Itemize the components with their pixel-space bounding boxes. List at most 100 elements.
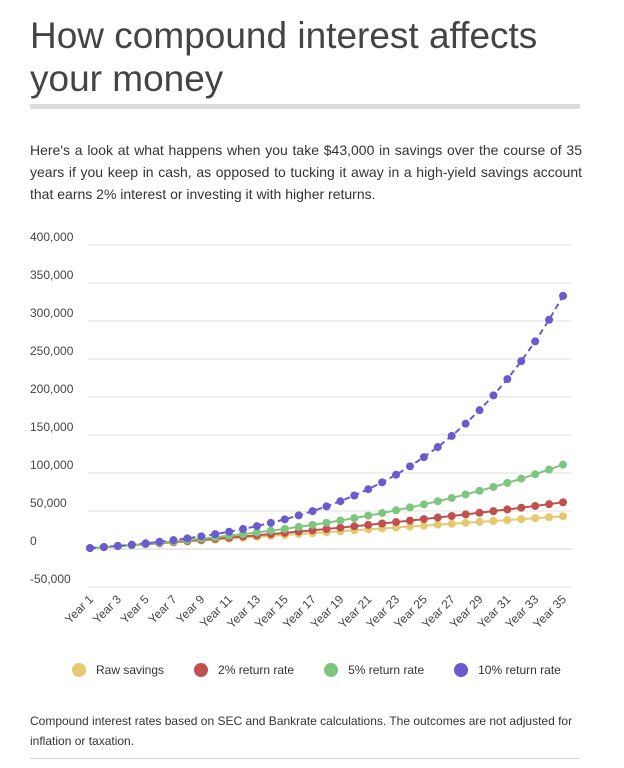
data-point[interactable] <box>294 511 303 520</box>
data-point[interactable] <box>419 521 428 530</box>
data-point[interactable] <box>322 518 331 527</box>
data-point[interactable] <box>378 478 387 487</box>
data-point[interactable] <box>517 503 526 512</box>
data-point[interactable] <box>545 513 554 522</box>
data-point[interactable] <box>559 291 567 300</box>
data-point[interactable] <box>461 490 470 499</box>
data-point[interactable] <box>461 419 470 428</box>
data-point[interactable] <box>266 526 275 535</box>
data-point[interactable] <box>322 502 331 511</box>
data-point[interactable] <box>433 520 442 529</box>
data-point[interactable] <box>308 520 317 529</box>
data-point[interactable] <box>489 391 498 400</box>
data-point[interactable] <box>531 337 540 346</box>
series-10-return-rate <box>86 291 567 553</box>
data-point[interactable] <box>239 525 248 534</box>
legend-item-2-percent[interactable]: 2% return rate <box>194 663 294 677</box>
data-point[interactable] <box>447 519 456 528</box>
data-point[interactable] <box>433 443 442 452</box>
data-point[interactable] <box>336 523 345 532</box>
data-point[interactable] <box>433 497 442 506</box>
data-point[interactable] <box>322 525 331 534</box>
data-point[interactable] <box>252 522 261 531</box>
data-point[interactable] <box>266 518 275 527</box>
data-point[interactable] <box>419 515 428 524</box>
data-point[interactable] <box>559 512 567 521</box>
x-tick-label: Year 1 <box>62 592 96 626</box>
data-point[interactable] <box>433 513 442 522</box>
data-point[interactable] <box>489 507 498 516</box>
data-point[interactable] <box>447 511 456 520</box>
data-point[interactable] <box>475 406 484 415</box>
y-tick-label: 100,000 <box>30 458 74 472</box>
data-point[interactable] <box>503 516 512 525</box>
data-point[interactable] <box>99 543 108 552</box>
data-point[interactable] <box>545 465 554 474</box>
data-point[interactable] <box>252 528 261 537</box>
data-point[interactable] <box>378 509 387 518</box>
data-point[interactable] <box>308 507 317 516</box>
data-point[interactable] <box>559 460 567 469</box>
data-point[interactable] <box>503 478 512 487</box>
legend-item-10-percent[interactable]: 10% return rate <box>454 663 561 677</box>
data-point[interactable] <box>419 453 428 462</box>
data-point[interactable] <box>531 514 540 523</box>
data-point[interactable] <box>531 470 540 479</box>
data-point[interactable] <box>475 517 484 526</box>
data-point[interactable] <box>350 514 359 523</box>
data-point[interactable] <box>350 491 359 500</box>
data-point[interactable] <box>392 518 401 527</box>
data-point[interactable] <box>517 357 526 366</box>
data-point[interactable] <box>405 516 414 525</box>
page-title: How compound interest affects your money <box>30 15 538 99</box>
data-point[interactable] <box>503 505 512 514</box>
data-point[interactable] <box>392 470 401 479</box>
data-point[interactable] <box>141 539 150 548</box>
data-point[interactable] <box>336 516 345 525</box>
data-point[interactable] <box>378 519 387 528</box>
data-point[interactable] <box>517 474 526 483</box>
data-point[interactable] <box>405 462 414 471</box>
data-point[interactable] <box>280 515 289 524</box>
data-point[interactable] <box>447 431 456 440</box>
data-point[interactable] <box>545 500 554 509</box>
data-point[interactable] <box>169 536 178 545</box>
data-point[interactable] <box>559 498 567 507</box>
data-point[interactable] <box>197 532 206 541</box>
legend-item-raw-savings[interactable]: Raw savings <box>72 663 164 677</box>
data-point[interactable] <box>419 500 428 509</box>
data-point[interactable] <box>183 534 192 543</box>
x-tick-label: Year 3 <box>90 592 124 626</box>
data-point[interactable] <box>489 516 498 525</box>
data-point[interactable] <box>475 486 484 495</box>
data-point[interactable] <box>545 315 554 324</box>
data-point[interactable] <box>475 508 484 517</box>
data-point[interactable] <box>336 497 345 506</box>
data-point[interactable] <box>461 510 470 519</box>
data-point[interactable] <box>392 506 401 515</box>
data-point[interactable] <box>280 524 289 533</box>
data-point[interactable] <box>364 485 373 494</box>
data-point[interactable] <box>517 515 526 524</box>
data-point[interactable] <box>489 482 498 491</box>
data-point[interactable] <box>225 527 234 536</box>
data-point[interactable] <box>211 530 220 539</box>
data-point[interactable] <box>350 522 359 531</box>
legend-marker <box>72 663 86 677</box>
data-point[interactable] <box>113 541 122 550</box>
data-point[interactable] <box>364 520 373 529</box>
data-point[interactable] <box>405 503 414 512</box>
data-point[interactable] <box>447 493 456 502</box>
data-point[interactable] <box>86 544 94 553</box>
data-point[interactable] <box>461 518 470 527</box>
footnote: Compound interest rates based on SEC and… <box>30 714 573 748</box>
data-point[interactable] <box>127 540 136 549</box>
data-point[interactable] <box>405 522 414 531</box>
legend-marker <box>194 663 209 677</box>
data-point[interactable] <box>364 511 373 520</box>
data-point[interactable] <box>155 537 164 546</box>
data-point[interactable] <box>531 501 540 510</box>
data-point[interactable] <box>503 375 512 384</box>
data-point[interactable] <box>294 522 303 531</box>
legend-item-5-percent[interactable]: 5% return rate <box>324 663 424 677</box>
